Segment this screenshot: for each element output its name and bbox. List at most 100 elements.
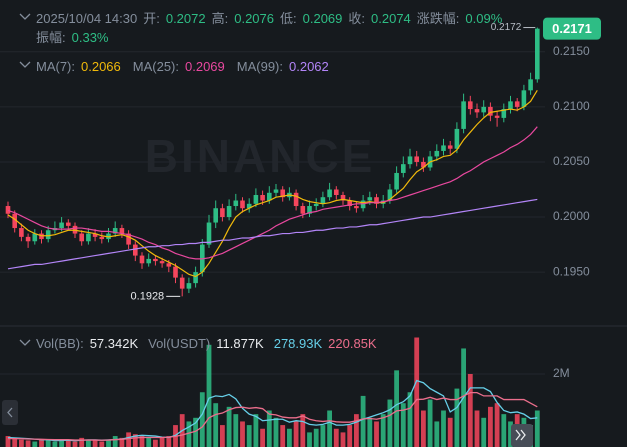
candle-body — [340, 195, 346, 201]
candle-body — [213, 208, 218, 223]
volume-bar — [45, 440, 51, 447]
volume-bar — [514, 414, 520, 447]
volume-bar — [501, 414, 507, 447]
candle-body — [166, 263, 172, 267]
ma-legend-name: MA(7): — [36, 59, 75, 74]
volume-bar — [494, 403, 500, 447]
volume-bar — [139, 436, 145, 447]
candle-body — [374, 197, 379, 204]
volume-bar — [246, 425, 252, 447]
candle-body — [280, 189, 285, 198]
candle-body — [12, 213, 17, 229]
volume-bar — [233, 414, 239, 447]
volume-bar — [421, 410, 426, 447]
candle-body — [313, 203, 319, 207]
candle-body — [501, 109, 507, 118]
candle-body — [535, 28, 540, 80]
volume-bar — [273, 417, 279, 447]
candle-body — [206, 222, 212, 245]
candle-body — [521, 90, 527, 107]
candle-body — [99, 236, 105, 240]
candle-body — [133, 244, 138, 256]
candle-body — [32, 233, 38, 242]
volume-bar — [25, 440, 31, 447]
ma-legend-name: MA(25): — [132, 59, 179, 74]
volume-bar — [327, 410, 332, 447]
volume-bar — [400, 403, 406, 447]
y-tick-label: 0.1950 — [553, 264, 590, 278]
volume-tick-label: 2M — [553, 366, 570, 380]
info-label: 收: — [348, 11, 366, 26]
volume-bar — [280, 425, 286, 447]
volume-bar — [213, 403, 219, 447]
volume-bar — [112, 436, 118, 447]
candle-body — [173, 266, 178, 278]
candle-body — [401, 164, 406, 173]
info-value: 0.2069 — [302, 11, 343, 26]
candle-body — [414, 156, 419, 162]
info-value: 0.2076 — [234, 11, 274, 26]
candle-body — [246, 203, 252, 209]
volume-bar — [159, 437, 165, 447]
volume-bar — [354, 414, 359, 447]
info-value: 0.33% — [71, 30, 109, 45]
volume-bar — [387, 399, 393, 447]
candle-body — [179, 277, 185, 289]
candle-body — [233, 200, 239, 207]
volume-bar — [72, 441, 78, 447]
low-marker-label: 0.1928 — [131, 290, 165, 302]
volume-ma-value: 220.85K — [328, 336, 377, 351]
collapse-icon[interactable] — [19, 61, 31, 68]
volume-bar — [313, 428, 319, 447]
info-label: 高: — [211, 11, 229, 26]
candle-body — [320, 197, 326, 204]
candle-body — [367, 197, 373, 201]
volume-legend-value: 57.342K — [89, 336, 139, 351]
volume-bar — [146, 437, 152, 447]
volume-bar — [99, 441, 105, 447]
candle-body — [514, 101, 520, 107]
candle-body — [454, 128, 460, 149]
candle-body — [5, 206, 11, 214]
volume-bar — [106, 439, 111, 447]
candle-body — [407, 156, 413, 165]
candle-body — [139, 255, 145, 264]
volume-bar — [266, 410, 272, 447]
candle-body — [153, 258, 158, 262]
candle-body — [79, 233, 84, 242]
candle-body — [112, 228, 118, 234]
volume-bar — [119, 437, 125, 447]
candle-body — [494, 115, 500, 118]
volume-bar — [199, 392, 205, 447]
candle-body — [226, 206, 232, 218]
collapse-icon[interactable] — [19, 339, 31, 346]
ma-legend-value: 0.2062 — [289, 59, 329, 74]
volume-bar — [92, 440, 98, 447]
candle-body — [447, 145, 453, 149]
candle-body — [394, 172, 399, 190]
ma-line — [7, 198, 538, 270]
candle-body — [468, 101, 473, 110]
ma-legend: MA(7): 0.2066 MA(25): 0.2069 MA(99): 0.2062 — [36, 57, 335, 76]
volume-bar — [467, 374, 473, 447]
volume-bar — [240, 421, 245, 447]
info-label: 开: — [143, 11, 160, 26]
volume-bar — [186, 421, 192, 447]
volume-legend-name: Vol(USDT) — [148, 336, 211, 351]
volume-bar — [534, 410, 540, 447]
candle-body — [193, 272, 198, 284]
candle-body — [220, 208, 225, 218]
ma-legend-value: 0.2066 — [81, 59, 121, 74]
candle-body — [421, 161, 426, 168]
y-tick-label: 0.2050 — [553, 154, 590, 168]
candle-body — [293, 192, 299, 207]
volume-bar — [12, 437, 18, 447]
candle-body — [488, 106, 493, 116]
candle-body — [474, 109, 480, 113]
candle-body — [186, 283, 192, 289]
candle-body — [92, 233, 98, 237]
candle-body — [45, 230, 51, 240]
candle-body — [159, 261, 165, 264]
volume-legend-value: 11.877K — [216, 336, 264, 351]
collapse-icon[interactable] — [19, 13, 31, 20]
